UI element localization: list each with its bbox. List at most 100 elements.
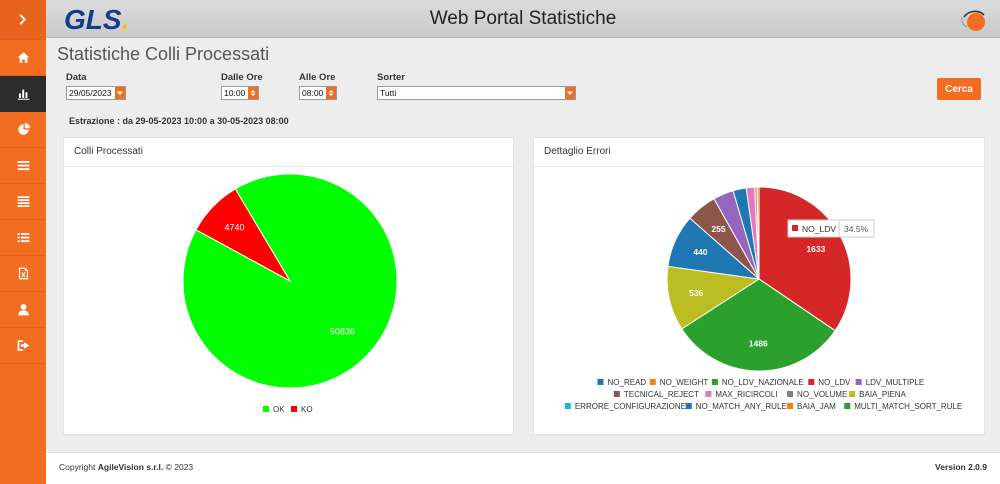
user-icon xyxy=(17,304,29,316)
legend-swatch xyxy=(263,406,269,412)
legend-swatch xyxy=(808,379,815,385)
date-input[interactable]: 29/05/2023 xyxy=(66,86,126,100)
dalle-ore-label: Dalle Ore xyxy=(221,72,263,83)
legend-item-baia-piena[interactable]: BAIA_PIENA xyxy=(859,390,906,399)
bar-chart-icon xyxy=(17,89,29,100)
divider xyxy=(534,166,984,167)
legend-item-ldv-multiple[interactable]: LDV_MULTIPLE xyxy=(866,378,925,387)
spinner-arrows-icon xyxy=(328,90,334,96)
pie-data-label: 1633 xyxy=(806,244,825,254)
legend-item-multi-match-sort-rule[interactable]: MULTI_MATCH_SORT_RULE xyxy=(854,402,962,411)
legend-swatch xyxy=(844,403,851,409)
legend-swatch xyxy=(787,391,794,397)
divider xyxy=(64,166,513,167)
date-value: 29/05/2023 xyxy=(69,88,112,98)
legend-item-no-volume[interactable]: NO_VOLUME xyxy=(797,390,847,399)
sidebar-item-home[interactable] xyxy=(0,40,46,76)
dalle-ore-spinner[interactable] xyxy=(248,87,258,99)
dalle-ore-value: 10:00 xyxy=(224,88,246,98)
agilevision-logo-icon xyxy=(961,10,985,31)
list-alt-icon xyxy=(17,196,29,207)
version-text: Version 2.0.9 xyxy=(935,462,987,472)
file-excel-icon xyxy=(18,267,28,280)
top-header: GLS. Web Portal Statistiche xyxy=(46,0,1000,38)
sidebar-item-pie[interactable] xyxy=(0,112,46,148)
legend-item-tecnical-reject[interactable]: TECNICAL_REJECT xyxy=(624,390,699,399)
legend-item-baia-jam[interactable]: BAIA_JAM xyxy=(797,402,836,411)
dettaglio-errori-panel: Dettaglio Errori 1633 1486 536 440 255 NO_LDV… xyxy=(533,137,985,435)
sidebar-item-excel[interactable] xyxy=(0,256,46,292)
legend-swatch xyxy=(685,403,692,409)
sidebar-item-list-alt[interactable] xyxy=(0,184,46,220)
legend-swatch xyxy=(705,391,712,397)
sorter-dropdown-button[interactable] xyxy=(565,87,575,99)
pie-slice-baia-piena[interactable] xyxy=(666,265,761,330)
panel-title: Dettaglio Errori xyxy=(544,146,611,157)
gls-logo: GLS. xyxy=(64,4,130,35)
sorter-select[interactable]: Tutti xyxy=(377,86,576,100)
pie-data-label: 1486 xyxy=(749,338,768,348)
pie-slice-no-volume[interactable] xyxy=(756,186,760,280)
legend-swatch xyxy=(291,406,297,412)
chevron-right-icon xyxy=(19,14,26,25)
legend-item-ok[interactable]: OK xyxy=(273,405,285,414)
spinner-arrows-icon xyxy=(250,90,256,96)
data-label: Data xyxy=(66,72,87,83)
page-title: Statistiche Colli Processati xyxy=(57,44,270,64)
legend-swatch xyxy=(613,391,620,397)
legend-swatch xyxy=(597,379,604,385)
logout-icon xyxy=(17,340,29,351)
tooltip-percent: 34.5% xyxy=(844,224,869,234)
caret-down-icon xyxy=(117,91,123,95)
colli-processati-pie-chart: 50836 4740 OK KO xyxy=(182,173,398,414)
pie-data-label: 4740 xyxy=(225,223,245,233)
pie-chart-icon xyxy=(17,123,30,135)
alle-ore-value: 08:00 xyxy=(302,88,324,98)
legend-swatch xyxy=(564,403,571,409)
legend-item-no-read[interactable]: NO_READ xyxy=(608,378,647,387)
panel-title: Colli Processati xyxy=(74,146,143,157)
list-icon xyxy=(17,160,29,171)
legend-item-ko[interactable]: KO xyxy=(301,405,313,414)
legend-swatch xyxy=(711,379,718,385)
legend-swatch xyxy=(849,391,856,397)
copyright-text: Copyright AgileVision s.r.l. © 2023 xyxy=(59,462,194,472)
legend-item-errore-configurazione[interactable]: ERRORE_CONFIGURAZIONE xyxy=(575,402,686,411)
sorter-label: Sorter xyxy=(377,72,405,83)
legend-item-no-ldv-nazionale[interactable]: NO_LDV_NAZIONALE xyxy=(722,378,804,387)
sorter-value: Tutti xyxy=(380,88,397,98)
sidebar-item-list[interactable] xyxy=(0,148,46,184)
portal-title: Web Portal Statistiche xyxy=(429,8,617,29)
tasks-icon xyxy=(17,232,29,243)
legend-item-no-ldv[interactable]: NO_LDV xyxy=(818,378,851,387)
sidebar-item-logout[interactable] xyxy=(0,328,46,364)
pie-slice-ko[interactable] xyxy=(195,188,292,283)
tooltip-series-name: NO_LDV xyxy=(802,224,836,234)
pie-data-label: 536 xyxy=(689,288,703,298)
date-picker-button[interactable] xyxy=(115,87,125,99)
dalle-ore-input[interactable]: 10:00 xyxy=(221,86,259,100)
sidebar-toggle-button[interactable] xyxy=(0,0,46,40)
caret-down-icon xyxy=(567,91,573,95)
extraction-range-text: Estrazione : da 29-05-2023 10:00 a 30-05… xyxy=(69,116,289,126)
legend-item-max-ricircoli[interactable]: MAX_RICIRCOLI xyxy=(715,390,777,399)
dettaglio-errori-pie-chart: 1633 1486 536 440 255 NO_LDV 34.5% NO_READ NO_WE… xyxy=(564,186,962,411)
pie-data-label: 440 xyxy=(693,247,707,257)
legend-swatch xyxy=(787,403,794,409)
colli-processati-panel: Colli Processati 50836 4740 OK KO xyxy=(63,137,514,435)
search-button[interactable]: Cerca xyxy=(937,78,981,100)
sidebar-item-statistics[interactable] xyxy=(0,76,46,112)
pie-tooltip: NO_LDV 34.5% xyxy=(787,219,875,238)
pie-slice-no-ldv-nazionale[interactable] xyxy=(681,278,836,372)
alle-ore-label: Alle Ore xyxy=(299,72,336,83)
sidebar-item-user[interactable] xyxy=(0,292,46,328)
legend-swatch xyxy=(649,379,656,385)
pie-data-label: 50836 xyxy=(330,326,355,336)
legend-item-no-weight[interactable]: NO_WEIGHT xyxy=(660,378,709,387)
sidebar-item-tasks[interactable] xyxy=(0,220,46,256)
alle-ore-spinner[interactable] xyxy=(326,87,336,99)
legend-item-no-match-any-rule[interactable]: NO_MATCH_ANY_RULE xyxy=(696,402,787,411)
alle-ore-input[interactable]: 08:00 xyxy=(299,86,337,100)
footer: Copyright AgileVision s.r.l. © 2023 Vers… xyxy=(46,452,1000,484)
home-icon xyxy=(17,52,29,63)
